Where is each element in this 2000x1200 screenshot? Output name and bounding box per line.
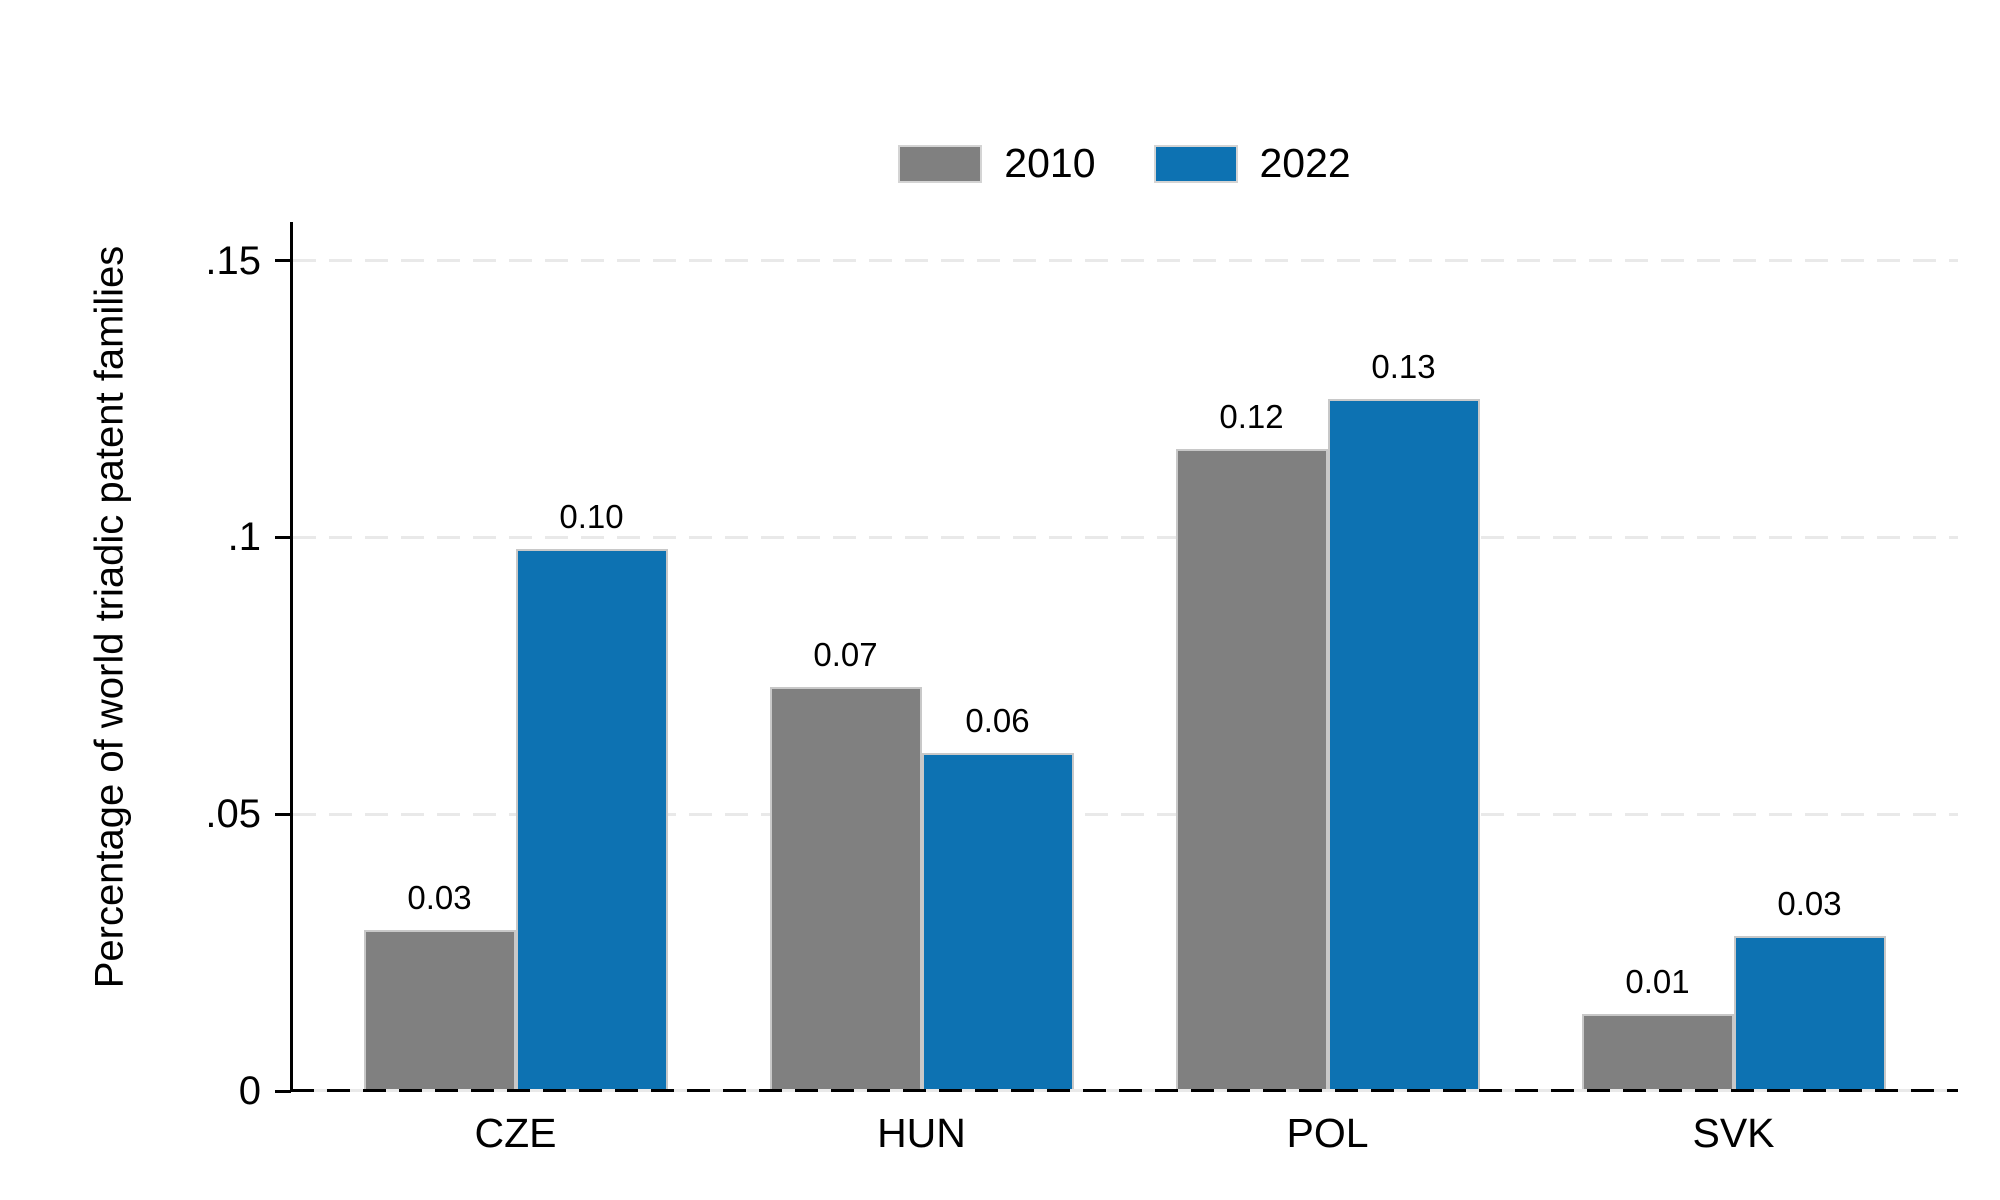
legend-label-2022: 2022 xyxy=(1259,140,1351,186)
y-tick-label: 0 xyxy=(238,1069,261,1113)
gridline-.1 xyxy=(293,535,1958,539)
y-tick-.1 xyxy=(275,535,291,539)
y-tick-label: .1 xyxy=(227,515,261,560)
gridline-.15 xyxy=(293,259,1958,263)
gridline-.05 xyxy=(293,812,1958,816)
y-axis-title: Percentage of world triadic patent famil… xyxy=(87,245,132,989)
y-axis-line xyxy=(290,222,293,1092)
legend-label-2010: 2010 xyxy=(1004,140,1096,186)
bar-2010-CZE xyxy=(363,930,516,1091)
legend-item-2010: 2010 xyxy=(898,140,1096,186)
plot-area: 0 .05 .1 .15 0.03 0.10 CZE 0.07 0.06 HUN 0.12 0.13 P… xyxy=(205,222,1958,1154)
bar-value-label-2022-CZE: 0.10 xyxy=(559,497,624,535)
legend-swatch-2022 xyxy=(1153,144,1238,183)
bar-2022-HUN xyxy=(921,753,1074,1091)
bar-2022-CZE xyxy=(515,548,668,1091)
category-label-CZE: CZE xyxy=(474,1110,557,1156)
legend-item-2022: 2022 xyxy=(1153,140,1351,186)
bar-2022-SVK xyxy=(1733,936,1886,1091)
y-tick-0 xyxy=(275,1089,291,1093)
bar-2010-POL xyxy=(1175,448,1328,1091)
bar-value-label-2022-POL: 0.13 xyxy=(1371,348,1436,386)
y-tick-.05 xyxy=(275,812,291,816)
bar-value-label-2022-SVK: 0.03 xyxy=(1777,885,1842,923)
y-tick-label: .05 xyxy=(205,792,261,837)
y-tick-.15 xyxy=(275,259,291,263)
bar-value-label-2010-HUN: 0.07 xyxy=(813,635,878,673)
zero-gridline-overlay xyxy=(291,1089,1958,1092)
category-label-POL: POL xyxy=(1286,1110,1369,1156)
category-label-SVK: SVK xyxy=(1692,1110,1775,1156)
legend: 2010 2022 xyxy=(291,143,1958,184)
bar-value-label-2010-POL: 0.12 xyxy=(1219,397,1284,435)
bar-value-label-2022-HUN: 0.06 xyxy=(965,702,1030,740)
bar-2010-SVK xyxy=(1581,1013,1734,1091)
bar-value-label-2010-SVK: 0.01 xyxy=(1625,962,1690,1000)
y-tick-label: .15 xyxy=(205,238,261,283)
category-label-HUN: HUN xyxy=(877,1110,966,1156)
bar-2022-POL xyxy=(1327,399,1480,1091)
legend-swatch-2010 xyxy=(898,144,983,183)
bar-value-label-2010-CZE: 0.03 xyxy=(407,879,472,917)
bar-2010-HUN xyxy=(769,686,922,1091)
